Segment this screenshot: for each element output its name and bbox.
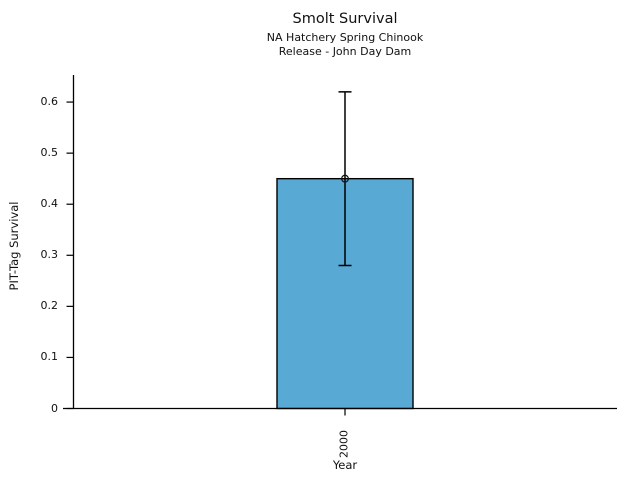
x-axis-label: Year xyxy=(332,458,358,472)
y-tick-label: 0.2 xyxy=(40,299,59,313)
y-tick-label: 0.5 xyxy=(40,146,59,160)
y-tick-label: 0 xyxy=(51,401,58,415)
y-tick-label: 0.3 xyxy=(40,248,59,262)
x-tick-label-text: 2000 xyxy=(337,430,351,458)
chart-title: Smolt Survival xyxy=(292,11,398,27)
chart-subtitle-line2: Release - John Day Dam xyxy=(278,45,412,58)
y-tick-label: 0.1 xyxy=(40,350,59,364)
y-tick-label: 0.6 xyxy=(40,95,59,109)
point-marker xyxy=(341,174,350,183)
y-tick-label: 0.4 xyxy=(40,197,59,211)
chart-subtitle-line1: NA Hatchery Spring Chinook xyxy=(266,31,424,44)
